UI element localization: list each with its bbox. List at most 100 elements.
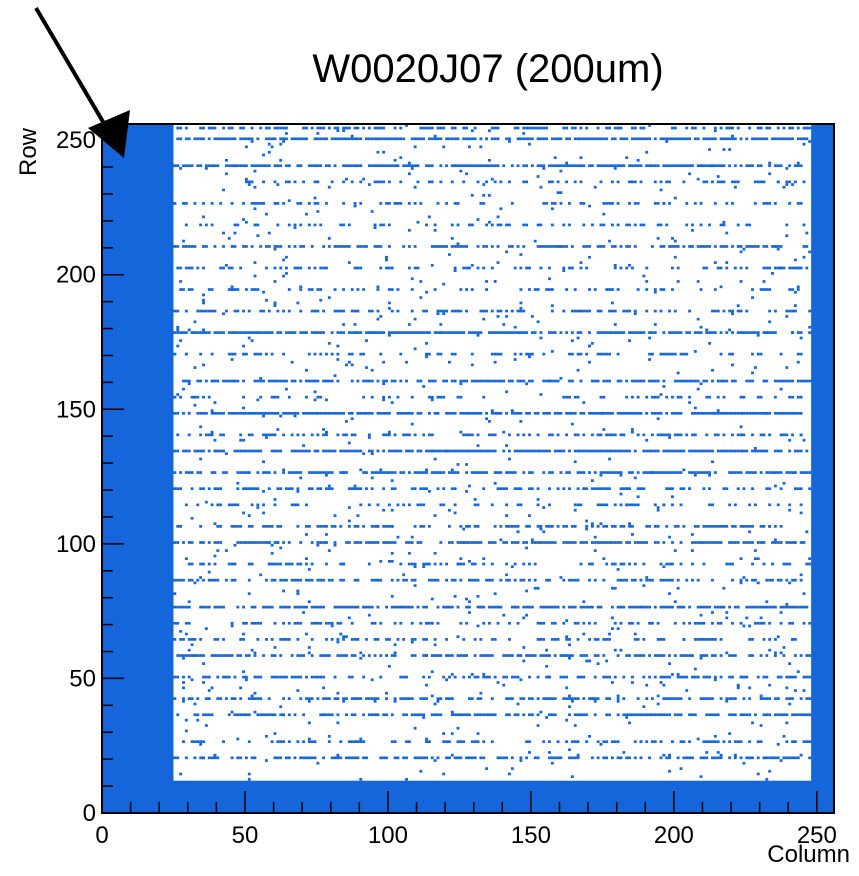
cell — [762, 621, 766, 625]
cell — [347, 756, 351, 760]
cell — [322, 245, 326, 248]
cell — [184, 729, 188, 733]
cell — [659, 756, 663, 760]
cell — [382, 331, 386, 334]
plot-frame — [101, 123, 835, 814]
cell — [439, 654, 443, 657]
cell — [628, 654, 631, 657]
cell — [559, 245, 563, 248]
cell — [768, 525, 772, 528]
cell — [688, 449, 692, 453]
cell — [633, 312, 637, 316]
cell — [184, 352, 188, 356]
cell — [282, 309, 285, 313]
cell — [530, 126, 534, 130]
cell — [782, 562, 786, 566]
cell — [728, 605, 732, 609]
cell — [190, 487, 194, 491]
cell — [696, 411, 700, 415]
cell — [619, 473, 623, 477]
cell — [184, 654, 188, 657]
cell — [685, 675, 689, 679]
cell — [293, 578, 297, 582]
cell — [711, 164, 714, 168]
cell — [242, 605, 245, 609]
cell — [728, 411, 732, 415]
cell — [516, 433, 520, 437]
cell — [505, 444, 509, 447]
cell — [522, 616, 526, 620]
cell — [462, 126, 466, 130]
cell — [711, 697, 714, 700]
cell — [336, 713, 340, 717]
cell — [222, 245, 225, 248]
cell — [630, 331, 634, 334]
cell — [793, 290, 797, 294]
cell — [416, 471, 420, 474]
cell — [322, 605, 326, 609]
cell — [576, 471, 580, 474]
cell — [651, 713, 654, 717]
cell — [390, 479, 394, 482]
cell — [173, 605, 177, 609]
cell — [310, 621, 314, 625]
cell — [616, 713, 620, 717]
cell — [307, 525, 311, 528]
cell — [633, 379, 637, 383]
cell — [213, 605, 217, 609]
cell — [359, 331, 363, 334]
cell — [522, 605, 526, 609]
cell — [184, 503, 188, 507]
cell — [708, 713, 712, 717]
cell — [359, 740, 363, 744]
cell — [350, 621, 354, 625]
cell — [468, 266, 471, 270]
cell — [779, 578, 783, 582]
cell — [430, 471, 434, 474]
cell — [425, 290, 428, 294]
cell — [619, 126, 623, 130]
cell — [565, 740, 569, 744]
cell — [570, 266, 574, 270]
cell — [173, 675, 177, 679]
cell — [708, 331, 712, 334]
cell — [742, 449, 746, 453]
cell — [613, 562, 617, 566]
cell — [367, 605, 371, 609]
cell — [619, 525, 623, 528]
cell — [731, 312, 734, 316]
cell — [508, 137, 511, 141]
cell — [522, 646, 526, 649]
cell — [367, 183, 371, 186]
cell — [519, 352, 523, 356]
cell — [439, 471, 443, 474]
cell — [673, 471, 677, 474]
cell — [739, 449, 743, 453]
cell — [808, 557, 812, 561]
cell — [582, 411, 586, 415]
cell — [336, 638, 340, 641]
cell — [465, 463, 468, 466]
cell — [473, 411, 477, 415]
cell — [711, 411, 714, 415]
cell — [688, 740, 692, 744]
cell — [413, 245, 417, 248]
cell — [590, 605, 594, 609]
cell — [628, 309, 631, 313]
cell — [236, 288, 240, 291]
cell — [422, 638, 426, 641]
cell — [345, 471, 348, 474]
cell — [762, 288, 766, 291]
cell — [350, 331, 354, 334]
cell — [399, 156, 403, 159]
cell — [759, 411, 763, 415]
cell — [751, 654, 754, 657]
cell — [476, 732, 480, 735]
cell — [476, 594, 480, 598]
cell — [776, 756, 780, 760]
cell — [485, 449, 489, 453]
cell — [307, 266, 311, 270]
cell — [688, 713, 692, 717]
cell — [728, 697, 732, 700]
cell — [731, 578, 734, 582]
